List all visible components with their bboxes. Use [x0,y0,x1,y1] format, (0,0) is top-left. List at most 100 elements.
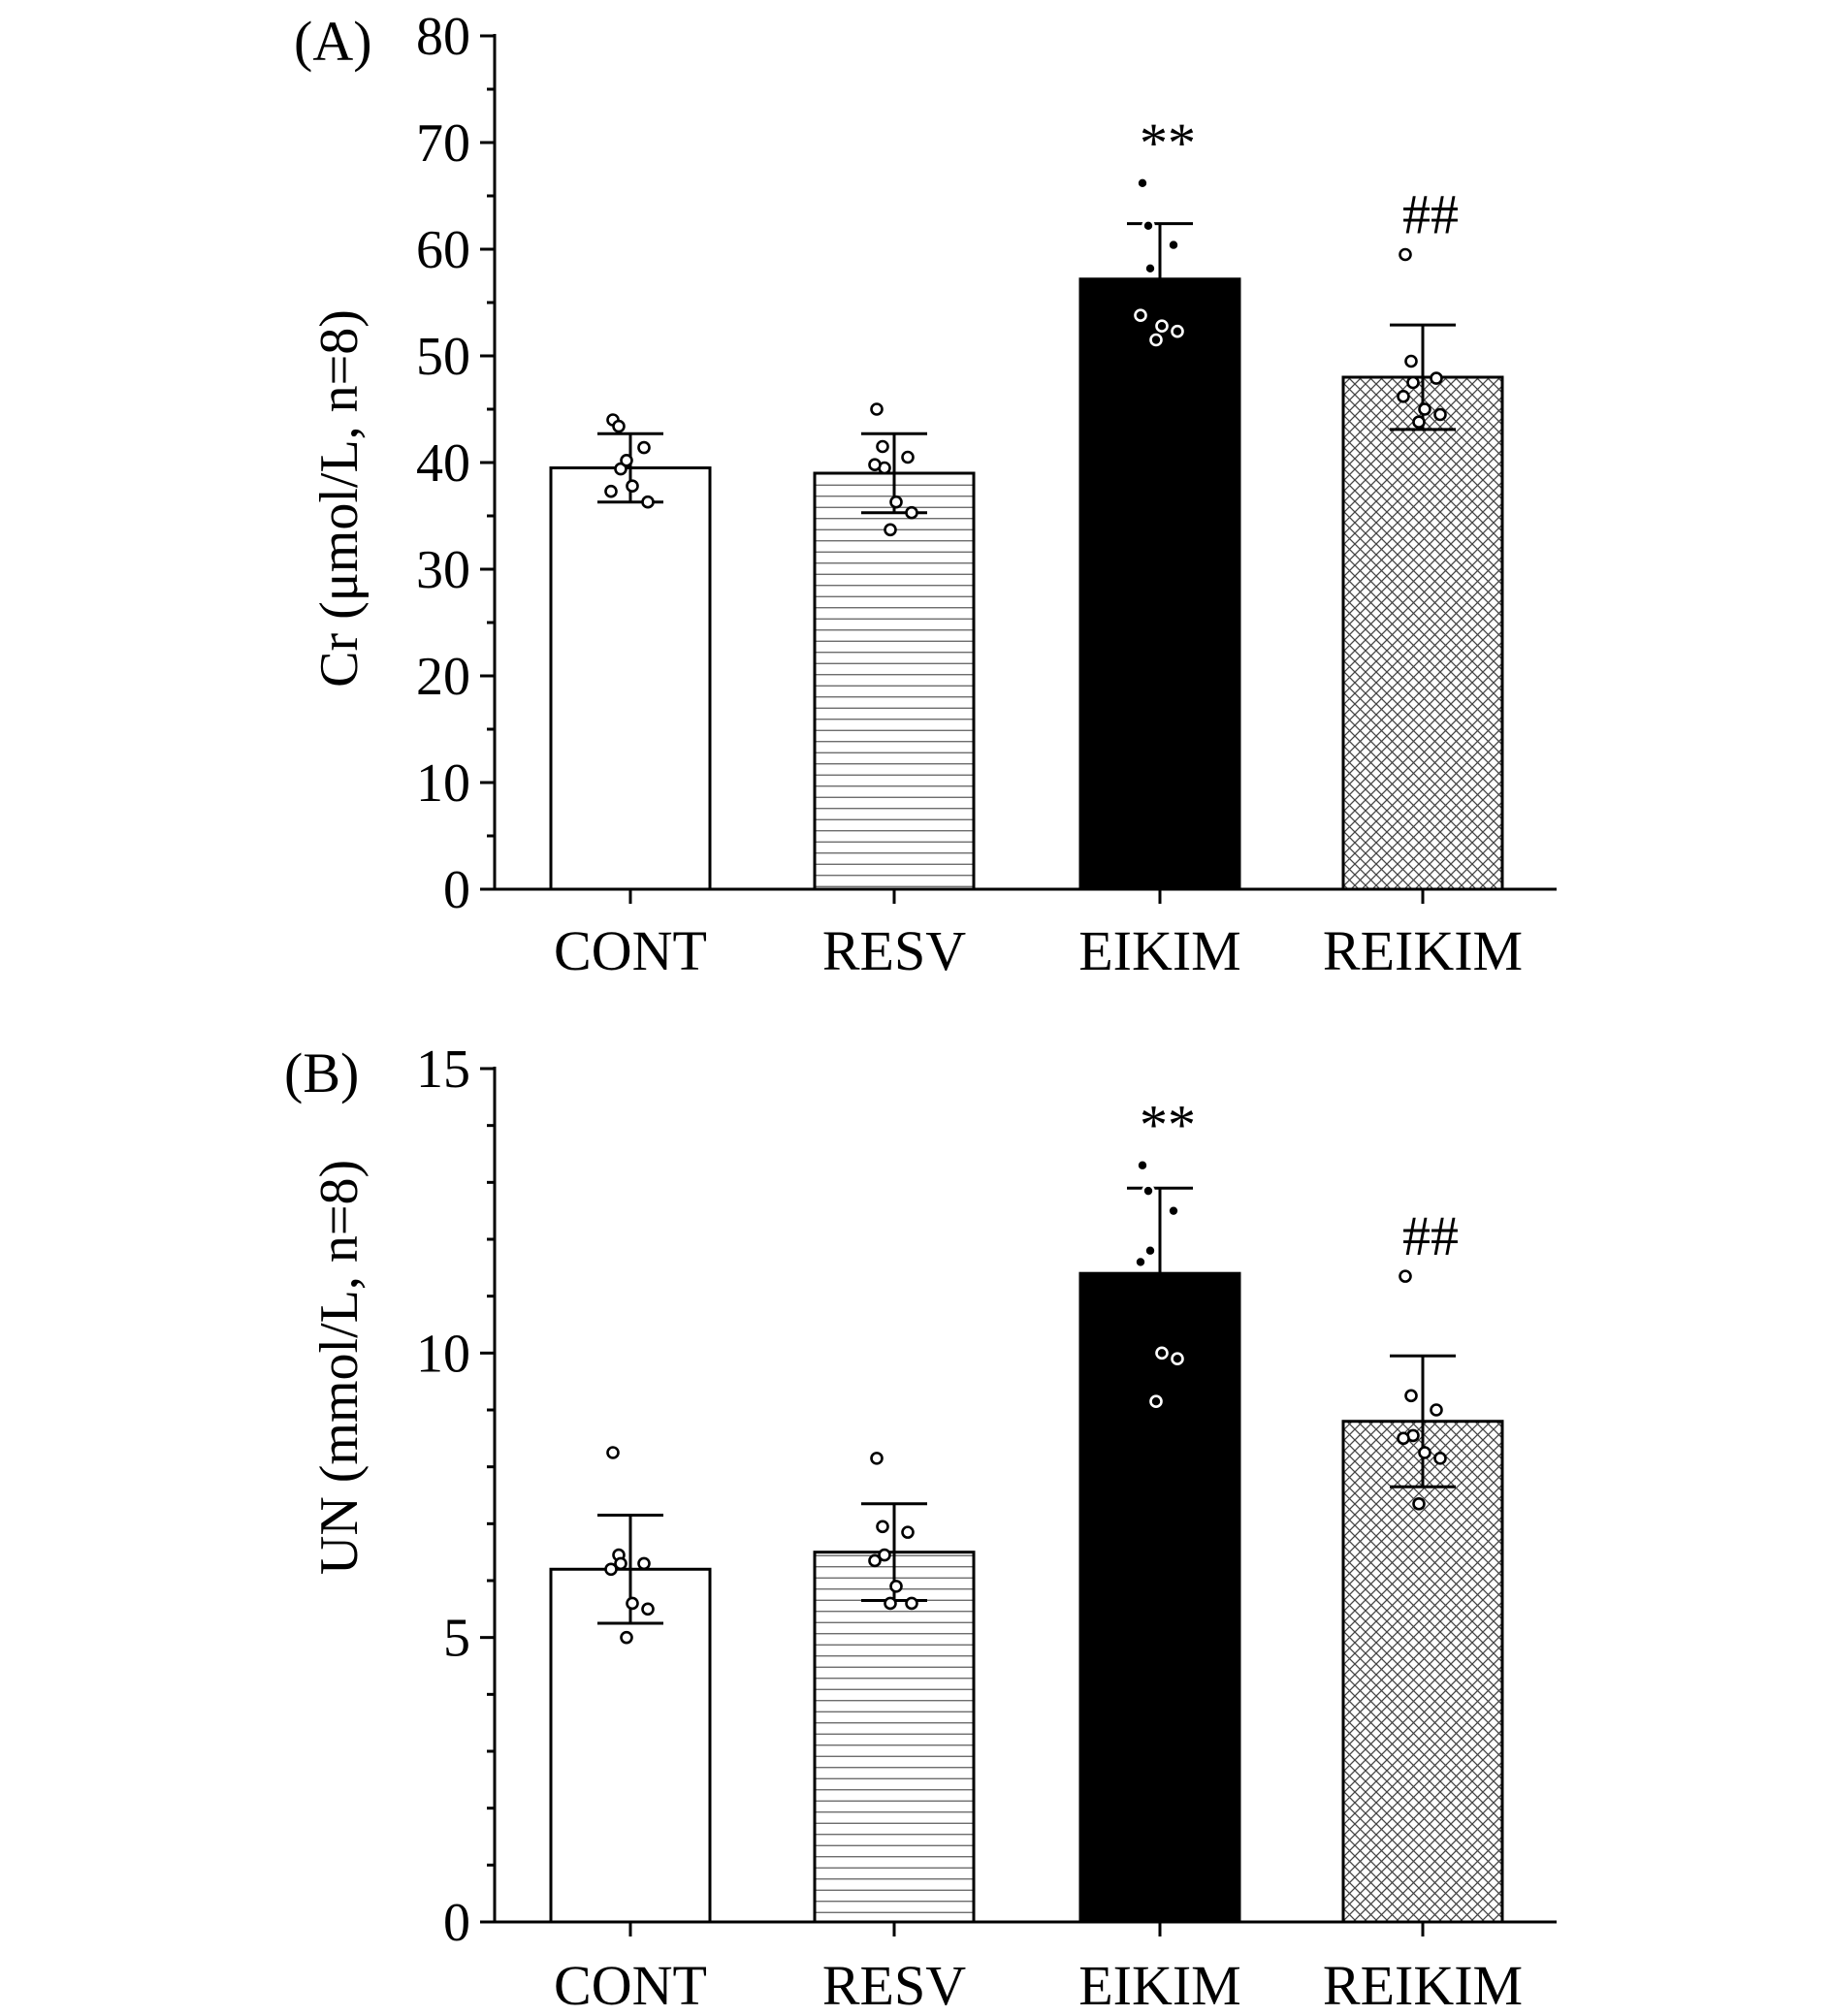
x-tick-label-reikim: REIKIM [1323,1954,1523,2016]
data-point [1143,261,1157,275]
y-tick-label: 60 [416,220,470,280]
x-tick-label-eikim: EIKIM [1078,1954,1241,2016]
data-point [1399,1269,1412,1283]
y-tick-label: 80 [416,7,470,67]
y-tick-label: 0 [443,1893,470,1953]
data-point [1412,415,1426,430]
bar-eikim [1078,277,1241,891]
bar-resv [813,471,976,891]
data-point [626,1596,639,1611]
bar-cont [549,1567,712,1924]
data-point [1155,1346,1169,1360]
data-point [620,1630,633,1645]
bar-resv [813,1551,976,1924]
data-point [1167,1203,1180,1218]
y-tick-label: 50 [416,327,470,387]
panel-label: (A) [294,10,372,73]
data-point [1149,333,1163,347]
data-point [1430,1403,1443,1417]
data-point [1149,1394,1163,1408]
y-tick-label: 40 [416,433,470,494]
significance-marker: ** [1140,112,1196,175]
data-point [905,505,918,520]
data-point [868,1553,882,1568]
data-point [604,1562,618,1577]
data-point [1397,1431,1410,1446]
bar-reikim [1341,1420,1504,1924]
y-tick-label: 0 [443,860,470,920]
data-point [1142,1184,1155,1198]
data-point [1430,371,1443,385]
y-tick-label: 20 [416,647,470,707]
data-point [1406,375,1420,390]
y-tick-label: 15 [416,1040,470,1100]
data-point [612,419,626,433]
data-point [606,1446,620,1459]
data-point [637,1556,651,1571]
data-point [905,1596,918,1611]
y-axis-label: Cr (μmol/L, n=8) [309,309,370,688]
data-point [1399,247,1412,262]
panel-label: (B) [284,1041,359,1104]
data-point [876,439,889,454]
data-point [870,1452,884,1465]
data-point [637,440,651,455]
significance-marker: ## [1402,1204,1459,1267]
y-axis-label: UN (mmol/L, n=8) [309,1160,370,1575]
data-point [1404,1389,1418,1403]
data-point [1143,1243,1157,1258]
data-point [1136,176,1149,190]
data-point [1433,407,1447,422]
error-bar-reikim [1390,1354,1456,1488]
data-point [868,458,882,472]
y-tick-label: 5 [443,1609,470,1669]
x-tick-label-reikim: REIKIM [1323,919,1523,982]
data-point [1171,324,1184,338]
data-point [604,484,618,498]
data-point [1418,1446,1431,1459]
data-point [884,523,897,537]
significance-marker: ## [1402,183,1459,246]
x-tick-label-resv: RESV [822,1954,966,2016]
data-point [870,402,884,416]
data-point [1142,219,1155,233]
data-point [884,1596,897,1611]
x-tick-label-cont: CONT [554,1954,707,2016]
x-tick-label-eikim: EIKIM [1078,919,1241,982]
x-tick-label-cont: CONT [554,919,707,982]
x-tick-label-resv: RESV [822,919,966,982]
data-point [876,1520,889,1534]
y-tick-label: 10 [416,1324,470,1384]
data-point [1418,402,1431,416]
data-point [1397,389,1410,403]
bar-reikim [1341,375,1504,891]
data-point [1433,1452,1447,1465]
y-tick-label: 30 [416,540,470,600]
significance-marker: ** [1140,1094,1196,1157]
data-point [1136,1158,1149,1172]
y-tick-label: 10 [416,753,470,814]
bar-eikim [1078,1271,1241,1924]
panel-b: (B) UN (mmol/L, n=8) ** ## 0 5 10 15 CONT RES… [284,1040,1557,2016]
data-point [889,1580,903,1593]
data-point [878,1548,891,1562]
data-point [1404,354,1418,368]
data-point [1134,308,1147,323]
data-point [626,479,639,494]
data-point [614,1556,627,1571]
data-point [641,1602,655,1616]
data-point [620,453,633,467]
data-point [614,462,627,476]
data-point [1412,1497,1426,1511]
data-point [1134,1255,1147,1269]
data-point [889,495,903,509]
data-point [901,450,915,464]
data-point [1155,319,1169,334]
panel-a: (A) Cr (μmol/L, n=8) ** ## 0 10 20 30 40 50 60 7… [294,7,1557,982]
bar-cont [549,466,712,891]
y-tick-label: 70 [416,113,470,174]
data-point [901,1525,915,1539]
data-point [641,495,655,509]
data-point [1167,238,1180,252]
